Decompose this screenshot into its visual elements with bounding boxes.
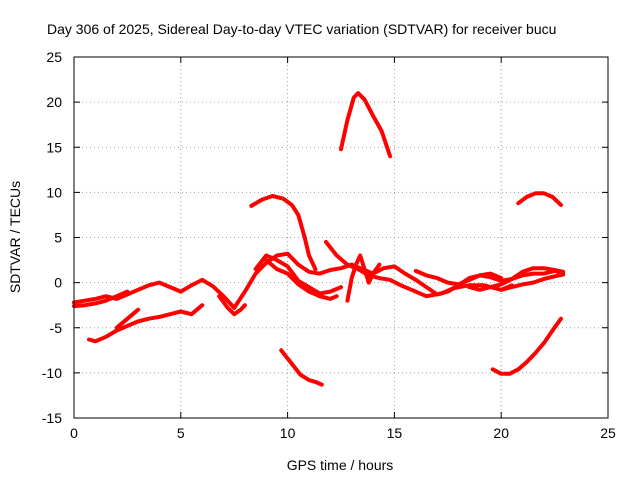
y-tick-label: 15 (46, 139, 62, 155)
y-tick-label: -10 (42, 365, 62, 381)
y-tick-label: 10 (46, 184, 62, 200)
series-arc-peak-10 (249, 194, 318, 272)
x-tick-label: 25 (600, 425, 616, 441)
x-tick-label: 5 (177, 425, 185, 441)
x-axis-label: GPS time / hours (287, 457, 394, 473)
x-tick-label: 20 (493, 425, 509, 441)
series-arc-rising (114, 307, 141, 330)
chart-title: Day 306 of 2025, Sidereal Day-to-day VTE… (47, 21, 556, 37)
series-arc-late-3 (499, 272, 566, 292)
plot-frame (73, 56, 609, 419)
axis-ticks: 0 5 10 15 20 25 -15 -10 -5 0 5 10 15 20 25 (42, 49, 616, 441)
y-axis-label: SDTVAR / TECUs (7, 181, 23, 293)
series-arc-neg-late (490, 316, 563, 376)
series-arc-late-1 (413, 268, 566, 287)
y-tick-label: 0 (54, 275, 62, 291)
series-arc-descending (324, 240, 514, 299)
y-tick-label: 5 (54, 230, 62, 246)
series-arc-neg-10 (279, 348, 324, 387)
series-arc-spike (345, 253, 382, 303)
x-tick-label: 0 (70, 425, 78, 441)
series-arc-lower (87, 303, 205, 344)
y-tick-label: -5 (50, 320, 63, 336)
data-series (72, 91, 566, 387)
series-arc-high-20 (339, 91, 393, 159)
series-arc-mid-2 (264, 258, 339, 301)
series-arc-dip (217, 294, 247, 317)
series-arc-peak-late (516, 191, 563, 207)
series-arc-mid-1 (253, 253, 343, 296)
x-tick-label: 15 (387, 425, 403, 441)
series-arc-start-2 (72, 289, 130, 309)
series-arc-low-start (72, 251, 504, 310)
y-tick-label: 20 (46, 94, 62, 110)
x-tick-label: 10 (280, 425, 296, 441)
series-arc-late-2 (467, 266, 566, 292)
y-tick-label: -15 (42, 410, 62, 426)
y-tick-label: 25 (46, 49, 62, 65)
